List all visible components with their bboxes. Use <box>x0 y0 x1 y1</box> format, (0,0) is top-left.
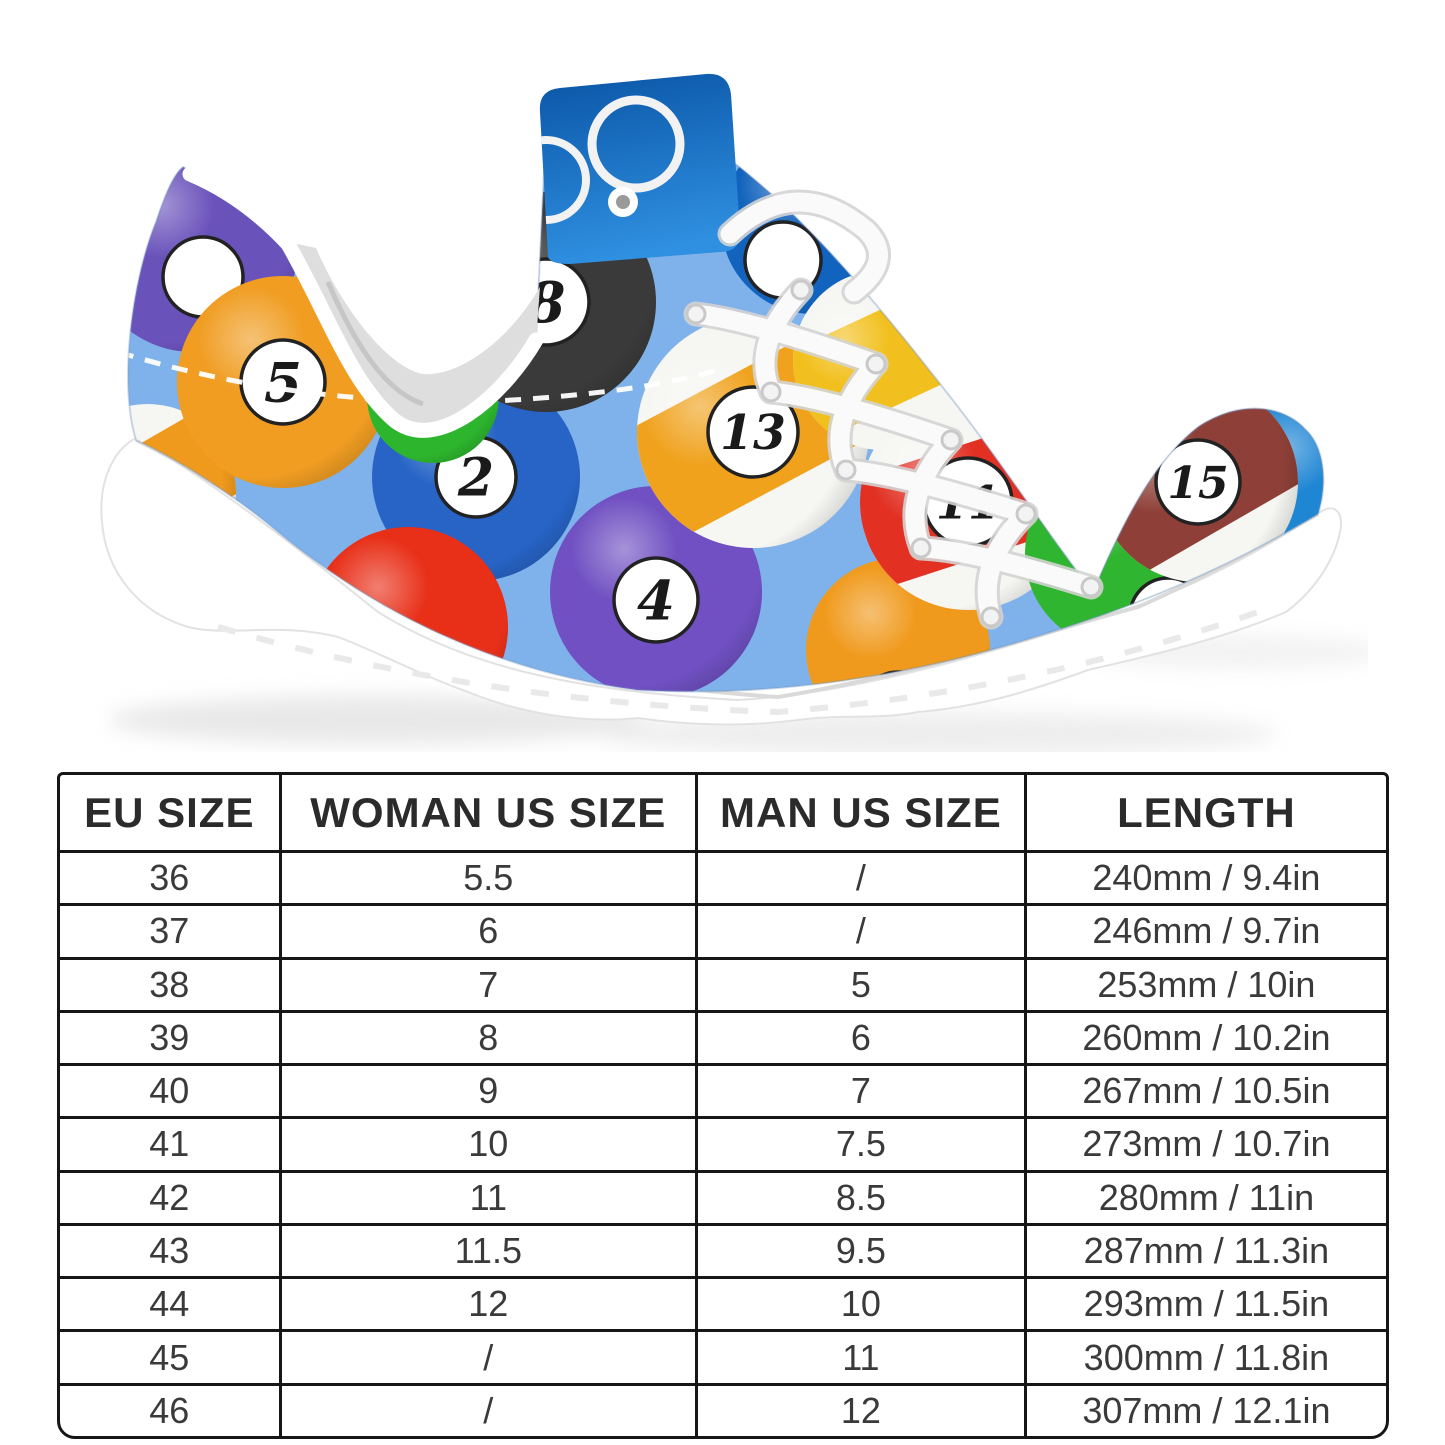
svg-text:4: 4 <box>637 569 675 633</box>
svg-text:13: 13 <box>720 406 786 461</box>
size-cell: 36 <box>60 849 282 907</box>
size-cell: 5 <box>694 956 1027 1013</box>
tongue-eyelet-hole <box>616 195 630 209</box>
lace-eyelet <box>1015 503 1037 525</box>
size-cell: 307mm / 12.1in <box>1023 1382 1386 1436</box>
size-cell: 12 <box>694 1382 1027 1436</box>
size-cell: 253mm / 10in <box>1023 956 1386 1013</box>
size-cell: 44 <box>60 1276 282 1333</box>
table-row: 36 5.5/240mm / 9.4in <box>60 849 1386 907</box>
lace-eyelet <box>910 537 932 559</box>
column-header-0: EU SIZE <box>60 775 282 853</box>
size-cell: 11.5 <box>278 1222 698 1280</box>
lace-eyelet <box>980 606 1002 628</box>
lace-eyelet <box>760 381 782 403</box>
size-cell: 9.5 <box>694 1222 1027 1280</box>
collar-lining <box>288 242 540 431</box>
product-image: 5 2 8 4 13 11 15 <box>100 73 1368 752</box>
size-cell: 39 <box>60 1009 282 1067</box>
size-cell: 273mm / 10.7in <box>1023 1116 1386 1173</box>
size-cell: 37 <box>60 903 282 960</box>
table-row: 37 6/246mm / 9.7in <box>60 903 1386 960</box>
size-cell: 260mm / 10.2in <box>1023 1009 1386 1067</box>
size-cell: 45 <box>60 1329 282 1386</box>
lace-eyelet <box>790 279 812 301</box>
size-cell: 8.5 <box>694 1169 1027 1226</box>
svg-text:2: 2 <box>457 448 494 509</box>
size-cell: 38 <box>60 956 282 1013</box>
laces <box>683 189 1104 630</box>
size-cell: 280mm / 11in <box>1023 1169 1386 1226</box>
column-header-3: LENGTH <box>1023 775 1386 853</box>
size-cell: 7 <box>694 1063 1027 1120</box>
size-cell: 293mm / 11.5in <box>1023 1276 1386 1333</box>
size-chart-table: EU SIZE WOMAN US SIZE MAN US SIZE LENGTH 36… <box>57 772 1389 1439</box>
size-cell: / <box>278 1382 698 1436</box>
size-cell: / <box>694 849 1027 907</box>
size-cell: 11 <box>694 1329 1027 1386</box>
column-header-1: WOMAN US SIZE <box>278 775 698 853</box>
size-cell: 46 <box>60 1382 282 1436</box>
size-chart-header-row: EU SIZE WOMAN US SIZE MAN US SIZE LENGTH <box>60 775 1386 853</box>
size-cell: 240mm / 9.4in <box>1023 849 1386 907</box>
size-cell: 6 <box>278 903 698 960</box>
tongue-ball-ring-partial <box>539 136 590 224</box>
table-row: 39 8 6 260mm / 10.2in <box>60 1009 1386 1067</box>
table-row: 40 9 7 267mm / 10.5in <box>60 1063 1386 1120</box>
table-row: 44 12 10 293mm / 11.5in <box>60 1276 1386 1333</box>
collar-lining-shadow <box>325 281 424 407</box>
lace-eyelet <box>1080 576 1102 598</box>
size-cell: 7 <box>278 956 698 1013</box>
size-cell: 10 <box>278 1116 698 1173</box>
size-cell: 42 <box>60 1169 282 1226</box>
size-cell: 9 <box>278 1063 698 1120</box>
size-cell: 7.5 <box>694 1116 1027 1173</box>
size-cell: 5.5 <box>278 849 698 907</box>
svg-text:15: 15 <box>1167 458 1228 509</box>
lace-eyelet <box>685 303 707 325</box>
svg-text:5: 5 <box>264 351 302 415</box>
lace-eyelet <box>865 353 887 375</box>
lace-eyelet <box>835 459 857 481</box>
table-row: 41 10 7.5 273mm / 10.7in <box>60 1116 1386 1173</box>
size-cell: 287mm / 11.3in <box>1023 1222 1386 1280</box>
tongue-ball-ring <box>587 95 685 193</box>
size-cell: 43 <box>60 1222 282 1280</box>
size-cell: 40 <box>60 1063 282 1120</box>
size-cell: 300mm / 11.8in <box>1023 1329 1386 1386</box>
size-cell: / <box>278 1329 698 1386</box>
table-row: 42 11 8.5 280mm / 11in <box>60 1169 1386 1226</box>
size-cell: 246mm / 9.7in <box>1023 903 1386 960</box>
table-row: 38 7 5 253mm / 10in <box>60 956 1386 1013</box>
size-cell: 41 <box>60 1116 282 1173</box>
size-cell: 10 <box>694 1276 1027 1333</box>
lace-eyelet <box>940 429 962 451</box>
table-row: 43 11.5 9.5 287mm / 11.3in <box>60 1222 1386 1280</box>
column-header-2: MAN US SIZE <box>694 775 1027 853</box>
size-cell: 12 <box>278 1276 698 1333</box>
sole <box>100 436 1342 726</box>
table-row: 45/11 300mm / 11.8in <box>60 1329 1386 1386</box>
tongue <box>539 73 741 264</box>
sole-tread-line <box>217 609 1259 716</box>
size-cell: 11 <box>278 1169 698 1226</box>
size-cell: 267mm / 10.5in <box>1023 1063 1386 1120</box>
size-cell: 6 <box>694 1009 1027 1067</box>
eyelets <box>685 279 1102 628</box>
table-row: 46/12 307mm / 12.1in <box>60 1382 1386 1436</box>
size-cell: 8 <box>278 1009 698 1067</box>
size-cell: / <box>694 903 1027 960</box>
collar-piping <box>182 166 544 438</box>
